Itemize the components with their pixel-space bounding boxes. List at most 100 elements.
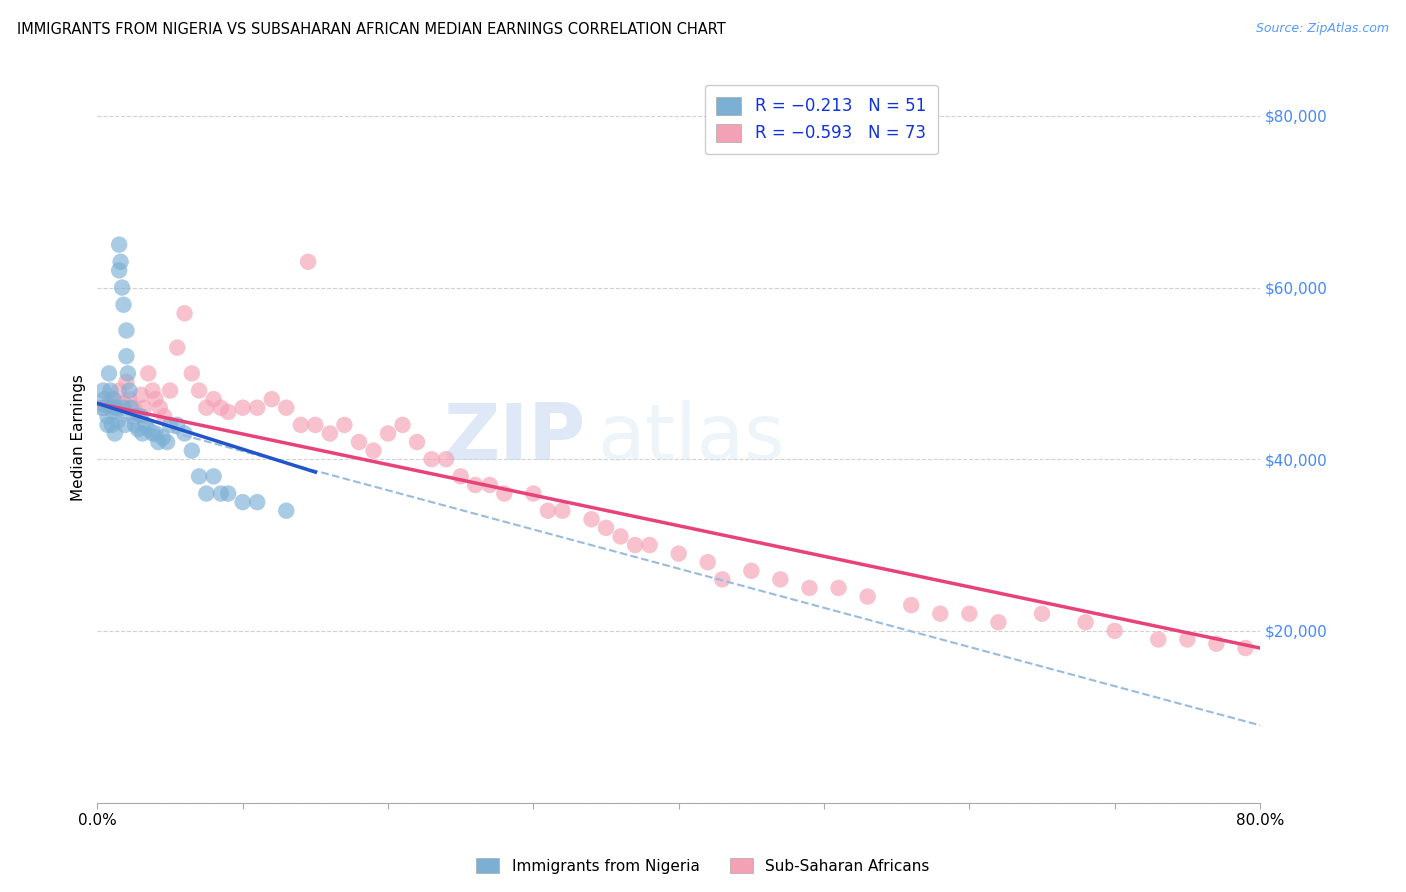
- Point: [464, 478, 486, 492]
- Point: [103, 392, 125, 406]
- Point: [217, 486, 239, 500]
- Point: [117, 367, 139, 381]
- Point: [180, 367, 202, 381]
- Text: atlas: atlas: [598, 400, 785, 475]
- Text: IMMIGRANTS FROM NIGERIA VS SUBSAHARAN AFRICAN MEDIAN EARNINGS CORRELATION CHART: IMMIGRANTS FROM NIGERIA VS SUBSAHARAN AF…: [17, 22, 725, 37]
- Point: [377, 426, 399, 441]
- Point: [115, 323, 138, 337]
- Point: [107, 414, 129, 428]
- Point: [115, 349, 138, 363]
- Point: [900, 598, 922, 612]
- Point: [188, 384, 211, 398]
- Point: [148, 435, 170, 450]
- Point: [101, 417, 124, 432]
- Point: [120, 401, 142, 415]
- Point: [638, 538, 661, 552]
- Point: [104, 401, 127, 415]
- Point: [799, 581, 821, 595]
- Point: [132, 401, 155, 415]
- Point: [159, 417, 181, 432]
- Point: [297, 255, 319, 269]
- Point: [711, 573, 734, 587]
- Point: [209, 401, 232, 415]
- Point: [90, 401, 112, 415]
- Point: [668, 547, 690, 561]
- Point: [134, 417, 156, 432]
- Point: [142, 384, 165, 398]
- Point: [118, 392, 141, 406]
- Point: [156, 435, 179, 450]
- Text: Source: ZipAtlas.com: Source: ZipAtlas.com: [1256, 22, 1389, 36]
- Point: [114, 417, 136, 432]
- Point: [1175, 632, 1198, 647]
- Point: [112, 396, 135, 410]
- Point: [391, 417, 413, 432]
- Point: [246, 401, 269, 415]
- Point: [94, 401, 117, 415]
- Point: [494, 486, 516, 500]
- Point: [363, 443, 385, 458]
- Point: [420, 452, 443, 467]
- Point: [246, 495, 269, 509]
- Point: [159, 384, 181, 398]
- Point: [769, 573, 792, 587]
- Point: [450, 469, 472, 483]
- Point: [127, 409, 149, 424]
- Point: [333, 417, 356, 432]
- Point: [202, 469, 225, 483]
- Point: [522, 486, 544, 500]
- Point: [98, 367, 121, 381]
- Point: [478, 478, 501, 492]
- Point: [1104, 624, 1126, 638]
- Y-axis label: Median Earnings: Median Earnings: [72, 375, 86, 501]
- Point: [108, 263, 131, 277]
- Point: [149, 401, 172, 415]
- Point: [111, 280, 134, 294]
- Point: [110, 255, 132, 269]
- Legend: Immigrants from Nigeria, Sub-Saharan Africans: Immigrants from Nigeria, Sub-Saharan Afr…: [471, 852, 935, 880]
- Point: [101, 392, 124, 406]
- Point: [91, 384, 114, 398]
- Point: [173, 306, 195, 320]
- Point: [740, 564, 762, 578]
- Point: [609, 529, 631, 543]
- Point: [827, 581, 849, 595]
- Point: [122, 401, 145, 415]
- Point: [276, 401, 298, 415]
- Point: [957, 607, 980, 621]
- Point: [624, 538, 647, 552]
- Point: [180, 443, 202, 458]
- Point: [1147, 632, 1170, 647]
- Point: [195, 486, 218, 500]
- Point: [122, 409, 145, 424]
- Point: [1234, 640, 1257, 655]
- Point: [173, 426, 195, 441]
- Point: [108, 237, 131, 252]
- Point: [217, 405, 239, 419]
- Point: [260, 392, 283, 406]
- Point: [93, 392, 115, 406]
- Point: [145, 392, 167, 406]
- Point: [129, 409, 152, 424]
- Point: [124, 417, 146, 432]
- Point: [142, 426, 165, 441]
- Point: [1074, 615, 1097, 630]
- Point: [188, 469, 211, 483]
- Point: [406, 435, 429, 450]
- Point: [209, 486, 232, 500]
- Point: [136, 422, 159, 436]
- Point: [276, 504, 298, 518]
- Point: [551, 504, 574, 518]
- Point: [131, 426, 153, 441]
- Point: [152, 431, 174, 445]
- Point: [696, 555, 718, 569]
- Point: [195, 401, 218, 415]
- Point: [232, 495, 254, 509]
- Point: [118, 384, 141, 398]
- Point: [104, 426, 127, 441]
- Point: [304, 417, 326, 432]
- Point: [98, 396, 121, 410]
- Point: [1205, 637, 1227, 651]
- Point: [987, 615, 1010, 630]
- Point: [136, 367, 159, 381]
